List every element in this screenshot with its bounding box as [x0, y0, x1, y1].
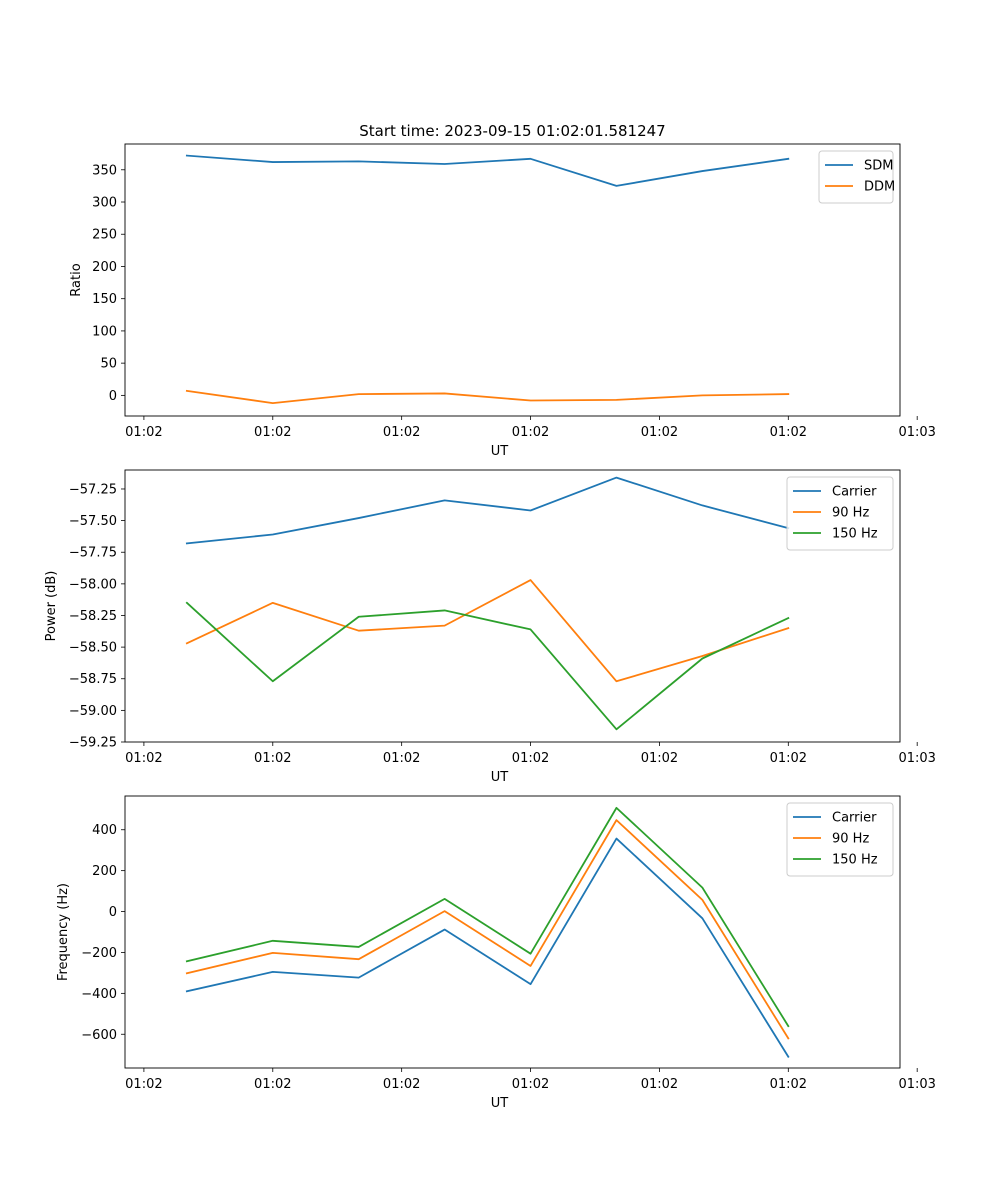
ratio-y-tick-label: 350 [92, 163, 117, 178]
power-y-tick-label: −58.75 [69, 672, 117, 687]
power-y-tick-label: −58.00 [69, 577, 117, 592]
power-y-tick-label: −57.50 [69, 514, 117, 529]
power-y-axis-label: Power (dB) [44, 571, 59, 642]
ratio-legend-label-sdm: SDM [864, 159, 893, 174]
ratio-legend-label-ddm: DDM [864, 180, 895, 195]
frequency-x-tick-label: 01:02 [383, 1077, 420, 1092]
power-x-tick-label: 01:02 [125, 751, 162, 766]
power-y-tick-label: −57.25 [69, 482, 117, 497]
ratio-x-tick-label: 01:02 [641, 425, 678, 440]
power-series-carrier-line [185, 476, 790, 545]
frequency-y-tick-label: 200 [92, 864, 117, 879]
frequency-series-carrier-line [185, 837, 790, 1058]
power-panel: 01:02 01:02 01:02 01:02 01:02 01:02 01:03 −59.2… [44, 469, 936, 785]
power-y-tick-label: −59.00 [69, 704, 117, 719]
frequency-series-90-hz-line [185, 819, 790, 1040]
frequency-axes-frame [124, 795, 901, 1069]
frequency-y-tick-label: 400 [92, 823, 117, 838]
power-series-150-hz-line [185, 601, 790, 731]
power-x-tick-label: 01:02 [254, 751, 291, 766]
power-legend-box [786, 476, 894, 551]
power-y-tick-label: −58.25 [69, 609, 117, 624]
power-series-90-hz-line [185, 579, 790, 683]
power-y-tick-label: −58.50 [69, 641, 117, 656]
ratio-y-tick-label: 150 [92, 292, 117, 307]
power-x-tick-label: 01:02 [383, 751, 420, 766]
ratio-legend: SDM DDM [818, 150, 895, 204]
power-y-tick-label: −57.75 [69, 546, 117, 561]
frequency-legend-box [786, 802, 894, 877]
ratio-x-tick-label: 01:02 [770, 425, 807, 440]
ratio-x-tick-label: 01:02 [383, 425, 420, 440]
ratio-x-tick-label: 01:02 [254, 425, 291, 440]
frequency-x-tick-label: 01:02 [254, 1077, 291, 1092]
frequency-x-axis-label: UT [491, 1096, 509, 1111]
power-legend-label-150-hz: 150 Hz [832, 527, 878, 542]
power-y-tick-label: −59.25 [69, 736, 117, 751]
ratio-y-tick-label: 300 [92, 196, 117, 211]
ratio-x-tick-label: 01:03 [898, 425, 935, 440]
power-legend: Carrier 90 Hz 150 Hz [786, 476, 894, 551]
power-x-tick-label: 01:02 [641, 751, 678, 766]
frequency-legend: Carrier 90 Hz 150 Hz [786, 802, 894, 877]
frequency-y-tick-label: −200 [81, 946, 117, 961]
frequency-series-150-hz-line [185, 806, 790, 1028]
frequency-x-tick-label: 01:02 [641, 1077, 678, 1092]
frequency-x-tick-label: 01:02 [770, 1077, 807, 1092]
ratio-y-axis-label: Ratio [69, 263, 84, 296]
power-legend-label-carrier: Carrier [832, 485, 877, 500]
frequency-y-tick-label: −400 [81, 987, 117, 1002]
frequency-x-tick-label: 01:02 [512, 1077, 549, 1092]
frequency-x-tick-label: 01:02 [125, 1077, 162, 1092]
frequency-y-axis-label: Frequency (Hz) [56, 883, 71, 981]
ratio-legend-box [818, 150, 894, 204]
frequency-legend-label-150-hz: 150 Hz [832, 853, 878, 868]
ratio-series-sdm-line [185, 154, 790, 187]
ratio-y-tick-label: 250 [92, 228, 117, 243]
figure-title: Start time: 2023-09-15 01:02:01.581247 [359, 122, 665, 140]
ratio-x-tick-label: 01:02 [125, 425, 162, 440]
ratio-y-tick-label: 0 [109, 389, 117, 404]
frequency-legend-label-90-hz: 90 Hz [832, 832, 869, 847]
frequency-legend-label-carrier: Carrier [832, 811, 877, 826]
ratio-x-axis-label: UT [491, 444, 509, 459]
frequency-x-tick-label: 01:03 [898, 1077, 935, 1092]
ratio-x-tick-label: 01:02 [512, 425, 549, 440]
frequency-panel: 01:02 01:02 01:02 01:02 01:02 01:02 01:03 −600 −… [56, 795, 936, 1111]
power-x-tick-label: 01:02 [512, 751, 549, 766]
ratio-y-tick-label: 100 [92, 324, 117, 339]
power-x-axis-label: UT [491, 770, 509, 785]
frequency-y-tick-label: 0 [109, 905, 117, 920]
ratio-axes-frame [124, 143, 901, 417]
ratio-series-ddm-line [185, 389, 790, 405]
power-axes-frame [124, 469, 901, 743]
power-legend-label-90-hz: 90 Hz [832, 506, 869, 521]
ratio-y-tick-label: 50 [100, 357, 117, 372]
ratio-y-tick-label: 200 [92, 260, 117, 275]
ratio-panel: 01:02 01:02 01:02 01:02 01:02 01:02 01:03 0 50 10… [69, 143, 936, 459]
frequency-y-tick-label: −600 [81, 1028, 117, 1043]
power-x-tick-label: 01:03 [898, 751, 935, 766]
power-x-tick-label: 01:02 [770, 751, 807, 766]
